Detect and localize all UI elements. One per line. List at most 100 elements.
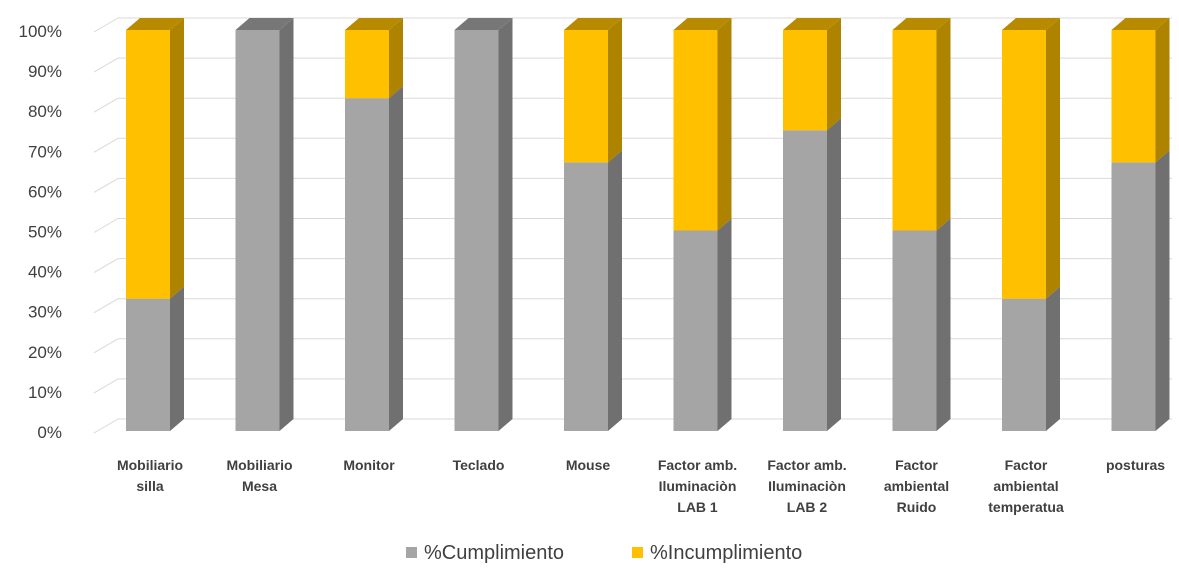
bar-front xyxy=(1002,298,1046,431)
bar-segment xyxy=(673,218,732,431)
x-tick-label: Factor amb. Iluminaciòn LAB 2 xyxy=(767,457,846,515)
bar-top xyxy=(345,18,403,30)
bar-front xyxy=(126,298,170,431)
bar-front xyxy=(126,30,170,299)
y-tick-label: 60% xyxy=(28,182,62,201)
y-tick-label: 30% xyxy=(28,303,62,322)
y-tick-label: 100% xyxy=(19,22,62,41)
bar-front xyxy=(673,30,718,231)
bar-segment xyxy=(564,150,622,431)
gridline-depth xyxy=(93,57,119,73)
bar-top xyxy=(1002,18,1060,30)
bar-segment xyxy=(564,18,622,163)
bar-side xyxy=(717,218,732,431)
bar-segment xyxy=(345,86,403,432)
bar-front xyxy=(892,230,937,431)
gridline-depth xyxy=(93,17,119,33)
bar-top xyxy=(564,18,622,30)
gridline-depth xyxy=(93,137,119,153)
y-tick-label: 20% xyxy=(28,343,62,362)
bar-side xyxy=(170,286,184,431)
bar-side xyxy=(827,118,841,431)
bar-segment xyxy=(783,18,841,131)
bar-top xyxy=(892,18,951,30)
bar-front xyxy=(1002,30,1046,299)
y-tick-label: 70% xyxy=(28,142,62,161)
bar-front xyxy=(454,30,499,431)
bar-front xyxy=(673,230,718,431)
bar-side xyxy=(608,18,622,163)
bar-segment xyxy=(1002,18,1060,299)
bar-segment xyxy=(1111,18,1170,163)
y-tick-label: 90% xyxy=(28,62,62,81)
bar-front xyxy=(564,30,608,163)
x-tick-label: Mobiliario silla xyxy=(117,457,183,494)
x-tick-label: Monitor xyxy=(343,457,395,473)
legend-label: %Cumplimiento xyxy=(424,542,564,564)
bar-side xyxy=(608,150,622,431)
bar-front xyxy=(564,162,608,431)
x-tick-label: Factor ambiental Ruido xyxy=(884,457,949,515)
legend: %Cumplimiento %Incumplimiento xyxy=(406,542,802,564)
bar-front xyxy=(783,30,827,131)
bar-top xyxy=(126,18,184,30)
bar-front xyxy=(1111,30,1156,163)
gridlines xyxy=(93,17,1172,434)
bar-front xyxy=(783,130,827,431)
y-axis-ticks: 0% 10% 20% 30% 40% 50% 60% 70% 80% 90% 100% xyxy=(19,22,62,442)
x-tick-label: posturas xyxy=(1106,457,1165,473)
bar-segment xyxy=(345,18,403,99)
bar-side xyxy=(1046,286,1060,431)
bar-segment xyxy=(126,18,184,299)
bar-top xyxy=(673,18,732,30)
gridline-depth xyxy=(93,218,119,233)
legend-swatch xyxy=(632,547,643,558)
bar-side xyxy=(827,18,841,131)
bar-side xyxy=(936,218,951,431)
bar-top xyxy=(454,18,513,30)
y-tick-label: 10% xyxy=(28,383,62,402)
legend-item: %Incumplimiento xyxy=(632,542,802,564)
bar-top xyxy=(1111,18,1170,30)
bar-side xyxy=(279,18,294,431)
x-tick-label: Factor amb. Iluminaciòn LAB 1 xyxy=(658,457,737,515)
bar-segment xyxy=(892,18,951,231)
bar-segment xyxy=(1111,150,1170,431)
y-tick-label: 40% xyxy=(28,263,62,282)
bar-side xyxy=(170,18,184,299)
y-tick-label: 50% xyxy=(28,223,62,242)
bar-segment xyxy=(235,18,294,431)
bar-segment xyxy=(673,18,732,231)
bar-top xyxy=(783,18,841,30)
bar-segment xyxy=(783,118,841,431)
x-tick-label: Factor ambiental temperatua xyxy=(988,457,1064,515)
bar-front xyxy=(892,30,937,231)
bar-segment xyxy=(126,286,184,431)
bar-front xyxy=(345,98,389,432)
gridline-depth xyxy=(93,97,119,113)
bar-side xyxy=(1046,18,1060,299)
gridline-depth xyxy=(93,177,119,193)
gridline-depth xyxy=(93,338,119,354)
bar-side xyxy=(389,18,403,99)
bar-front xyxy=(1111,162,1156,431)
gridline-depth xyxy=(93,378,119,394)
gridline-depth xyxy=(93,298,119,314)
bar-segment xyxy=(892,218,951,431)
bar-top xyxy=(235,18,294,30)
bar-side xyxy=(1155,18,1170,163)
bar-segment xyxy=(454,18,513,431)
x-tick-label: Mouse xyxy=(566,457,611,473)
bars xyxy=(126,18,1170,432)
bar-side xyxy=(717,18,732,231)
legend-label: %Incumplimiento xyxy=(650,542,802,564)
y-tick-label: 0% xyxy=(37,423,62,442)
legend-item: %Cumplimiento xyxy=(406,542,564,564)
bar-front xyxy=(345,30,389,99)
bar-segment xyxy=(1002,286,1060,431)
bar-front xyxy=(235,30,280,431)
bar-side xyxy=(498,18,513,431)
x-tick-label: Mobiliario Mesa xyxy=(226,457,292,494)
bar-side xyxy=(936,18,951,231)
